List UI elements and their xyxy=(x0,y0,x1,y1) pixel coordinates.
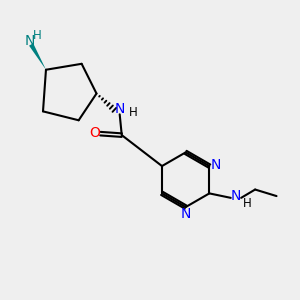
Text: O: O xyxy=(90,126,101,140)
Text: N: N xyxy=(181,208,191,221)
Text: H: H xyxy=(33,29,42,42)
Text: N: N xyxy=(24,34,35,48)
Text: H: H xyxy=(128,106,137,119)
Text: N: N xyxy=(211,158,221,172)
Polygon shape xyxy=(29,43,46,70)
Text: N: N xyxy=(115,102,125,116)
Text: H: H xyxy=(243,197,252,210)
Text: N: N xyxy=(231,189,241,203)
